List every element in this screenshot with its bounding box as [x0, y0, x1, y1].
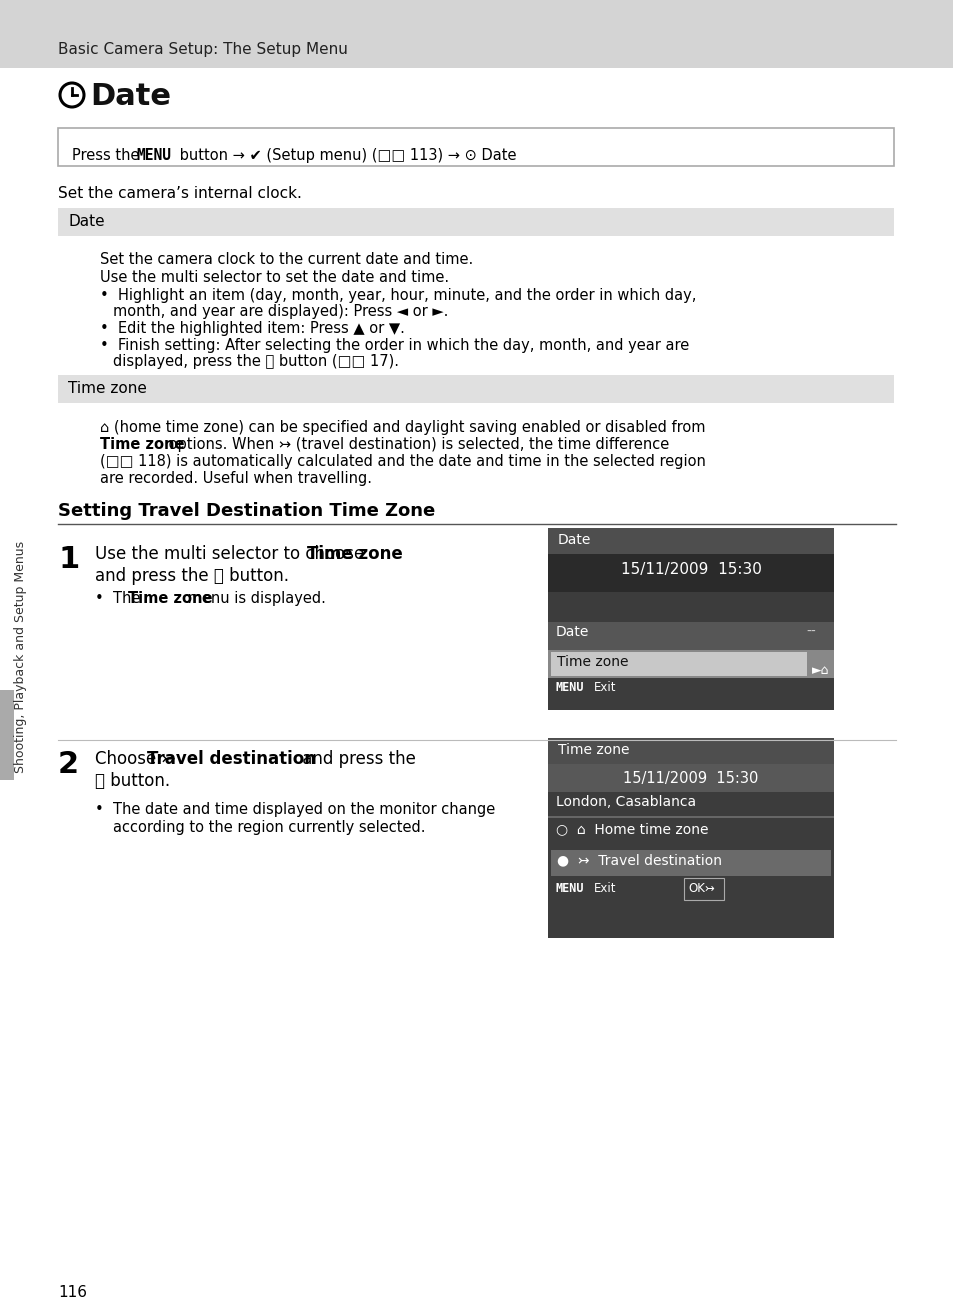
Text: 15/11/2009  15:30: 15/11/2009 15:30 — [622, 771, 758, 786]
Text: options. When ↣ (travel destination) is selected, the time difference: options. When ↣ (travel destination) is … — [164, 438, 669, 452]
Text: Travel destination: Travel destination — [147, 750, 315, 767]
Text: Exit: Exit — [594, 882, 616, 895]
Text: menu is displayed.: menu is displayed. — [183, 591, 326, 606]
Bar — [547, 528, 833, 555]
Bar — [547, 763, 833, 792]
Text: and press the Ⓢ button.: and press the Ⓢ button. — [95, 568, 289, 585]
Bar — [547, 878, 833, 901]
Bar — [547, 738, 833, 763]
Text: Use the multi selector to choose: Use the multi selector to choose — [95, 545, 369, 562]
Bar — [551, 850, 830, 876]
Bar — [551, 652, 806, 675]
Text: Shooting, Playback and Setup Menus: Shooting, Playback and Setup Menus — [13, 541, 27, 773]
Text: MENU: MENU — [556, 681, 584, 694]
Text: Press the: Press the — [71, 148, 144, 163]
Bar — [58, 374, 893, 403]
Text: ⌂ (home time zone) can be specified and daylight saving enabled or disabled from: ⌂ (home time zone) can be specified and … — [100, 420, 705, 435]
Bar — [58, 208, 893, 237]
Bar — [547, 792, 833, 816]
Text: OK↣: OK↣ — [687, 882, 714, 895]
Text: Use the multi selector to set the date and time.: Use the multi selector to set the date a… — [100, 269, 449, 285]
Text: --: -- — [805, 625, 815, 639]
Text: 2: 2 — [58, 750, 79, 779]
Text: ●  ↣  Travel destination: ● ↣ Travel destination — [557, 853, 721, 867]
Bar — [547, 819, 833, 848]
Bar — [0, 690, 14, 781]
Text: •  Highlight an item (day, month, year, hour, minute, and the order in which day: • Highlight an item (day, month, year, h… — [100, 288, 696, 304]
Bar — [547, 848, 833, 878]
Text: MENU: MENU — [136, 148, 171, 163]
Text: displayed, press the Ⓢ button (□□ 17).: displayed, press the Ⓢ button (□□ 17). — [112, 353, 398, 369]
Text: (□□ 118) is automatically calculated and the date and time in the selected regio: (□□ 118) is automatically calculated and… — [100, 455, 705, 469]
Text: MENU: MENU — [556, 882, 584, 895]
Text: month, and year are displayed): Press ◄ or ►.: month, and year are displayed): Press ◄ … — [112, 304, 448, 319]
Bar — [547, 622, 833, 650]
Bar — [547, 593, 833, 622]
Text: •  The date and time displayed on the monitor change: • The date and time displayed on the mon… — [95, 802, 495, 817]
Text: according to the region currently selected.: according to the region currently select… — [112, 820, 425, 834]
Text: Time zone: Time zone — [558, 742, 629, 757]
Text: 116: 116 — [58, 1285, 87, 1300]
Text: •  The: • The — [95, 591, 145, 606]
Text: 1: 1 — [58, 545, 79, 574]
Text: Date: Date — [556, 625, 589, 639]
Text: Choose ↣: Choose ↣ — [95, 750, 180, 767]
Text: Time zone: Time zone — [307, 545, 402, 562]
Text: Time zone: Time zone — [100, 438, 184, 452]
Text: Ⓢ button.: Ⓢ button. — [95, 773, 170, 790]
Text: •  Edit the highlighted item: Press ▲ or ▼.: • Edit the highlighted item: Press ▲ or … — [100, 321, 404, 336]
Bar — [807, 650, 833, 678]
Bar — [683, 878, 723, 900]
Bar — [0, 0, 953, 68]
Bar — [547, 678, 833, 700]
Text: Time zone: Time zone — [128, 591, 213, 606]
Text: ○  ⌂  Home time zone: ○ ⌂ Home time zone — [556, 823, 708, 836]
Text: •  Finish setting: After selecting the order in which the day, month, and year a: • Finish setting: After selecting the or… — [100, 338, 688, 353]
Text: Basic Camera Setup: The Setup Menu: Basic Camera Setup: The Setup Menu — [58, 42, 348, 57]
Text: Set the camera clock to the current date and time.: Set the camera clock to the current date… — [100, 252, 473, 267]
Text: are recorded. Useful when travelling.: are recorded. Useful when travelling. — [100, 470, 372, 486]
Bar — [547, 816, 833, 819]
Text: Set the camera’s internal clock.: Set the camera’s internal clock. — [58, 187, 301, 201]
Text: Exit: Exit — [594, 681, 616, 694]
Bar — [58, 127, 893, 166]
Bar — [547, 528, 833, 710]
Text: Date: Date — [68, 214, 105, 229]
Text: Date: Date — [90, 81, 171, 110]
Bar — [547, 650, 833, 678]
Text: Time zone: Time zone — [557, 654, 628, 669]
Text: Time zone: Time zone — [68, 381, 147, 396]
Text: ►⌂: ►⌂ — [811, 664, 829, 677]
Text: and press the: and press the — [296, 750, 416, 767]
Bar — [547, 555, 833, 593]
Bar — [547, 738, 833, 938]
Text: button → ✔ (Setup menu) (□□ 113) → ⊙ Date: button → ✔ (Setup menu) (□□ 113) → ⊙ Dat… — [174, 148, 516, 163]
Text: Date: Date — [558, 533, 591, 547]
Text: 15/11/2009  15:30: 15/11/2009 15:30 — [619, 562, 760, 577]
Text: London, Casablanca: London, Casablanca — [556, 795, 696, 809]
Text: Setting Travel Destination Time Zone: Setting Travel Destination Time Zone — [58, 502, 435, 520]
